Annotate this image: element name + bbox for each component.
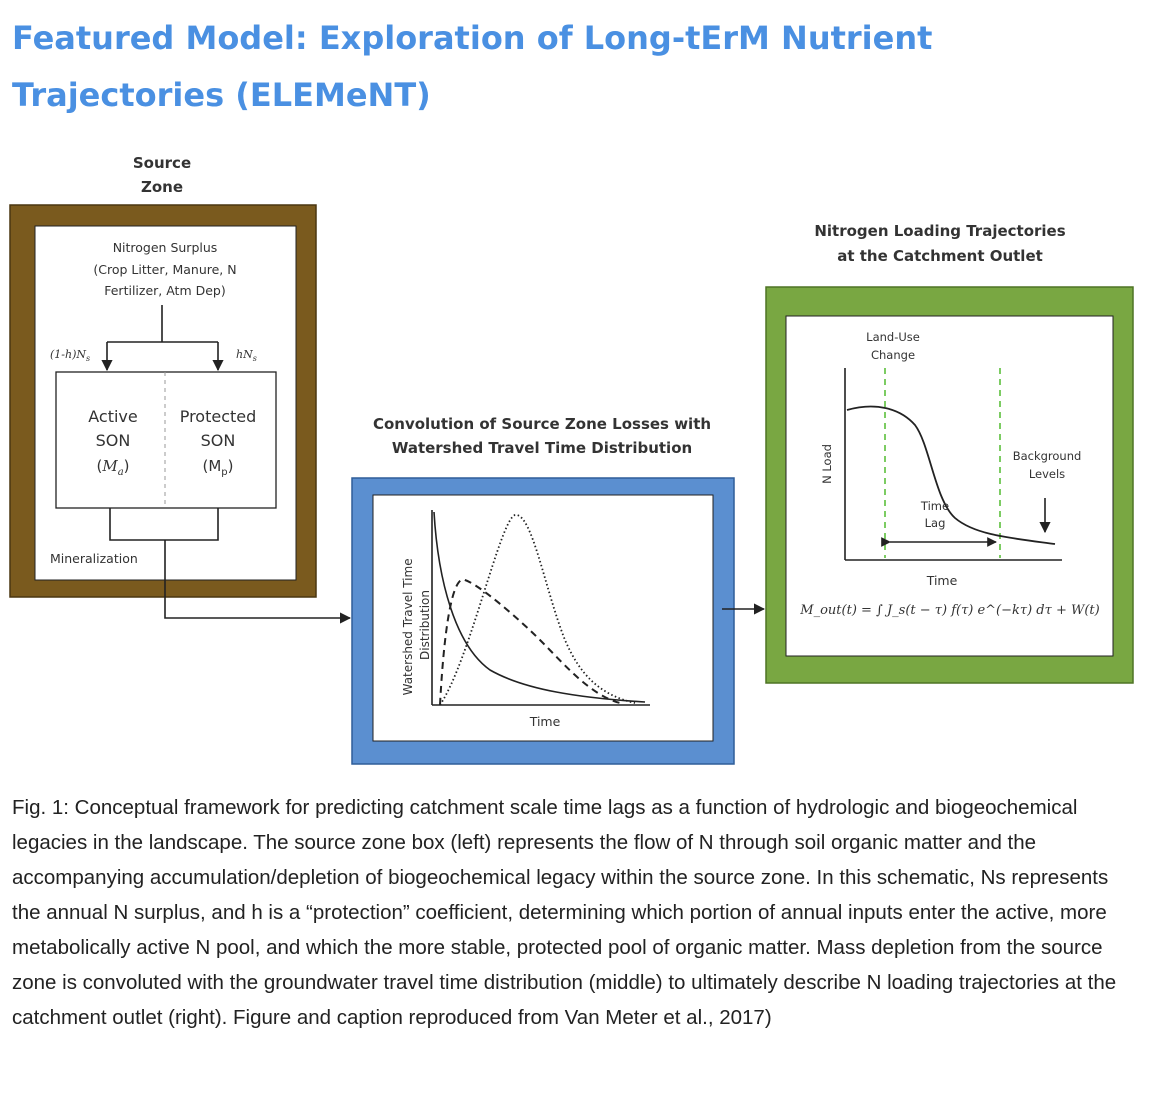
source-zone-title-line-2: Zone <box>141 178 183 196</box>
son-pools-box <box>55 371 277 509</box>
loading-equation: M_out(t) = ∫ J_s(t − τ) f(τ) e^(−kτ) dτ … <box>799 603 1099 618</box>
source-loss-curve <box>433 511 646 703</box>
convolved-output-curve <box>439 578 621 706</box>
page-title-line-1: Featured Model: Exploration of Long-tErM… <box>12 19 933 57</box>
time-lag-label-line-1: Time <box>920 499 949 513</box>
land-use-label-line-2: Change <box>871 348 915 362</box>
figure-caption: Fig. 1: Conceptual framework for predict… <box>12 796 1117 1029</box>
background-levels-label-line-1: Background <box>1013 449 1082 463</box>
protected-flow-label: hNs <box>236 348 257 363</box>
convolution-inner <box>372 494 714 742</box>
protected-son-label-line-1: Protected <box>180 407 257 426</box>
convolution-y-label: Watershed Travel Time Distribution <box>401 555 432 696</box>
time-lag-label-line-2: Lag <box>925 516 946 530</box>
surplus-label-line-3: Fertilizer, Atm Dep) <box>104 283 226 298</box>
mineralization-bracket <box>109 508 219 541</box>
surplus-label-line-1: Nitrogen Surplus <box>113 240 218 255</box>
protected-son-label-line-2: SON <box>201 431 236 450</box>
background-levels-label-line-2: Levels <box>1029 467 1065 481</box>
source-zone-panel: Source Zone Nitrogen Surplus (Crop Litte… <box>9 154 317 598</box>
convolution-title-line-1: Convolution of Source Zone Losses with <box>373 415 711 433</box>
loading-x-label: Time <box>926 573 958 588</box>
mineralization-label: Mineralization <box>50 551 138 566</box>
loading-inner <box>785 315 1114 657</box>
convolution-title-line-2: Watershed Travel Time Distribution <box>392 439 692 457</box>
page-title-line-2: Trajectories (ELEMeNT) <box>12 76 431 114</box>
surplus-label-line-2: (Crop Litter, Manure, N <box>93 262 236 277</box>
source-zone-title-line-1: Source <box>133 154 191 172</box>
convolution-panel: Convolution of Source Zone Losses with W… <box>351 415 735 765</box>
active-son-label-line-2: SON <box>96 431 131 450</box>
loading-title-line-2: at the Catchment Outlet <box>837 247 1043 265</box>
n-load-trajectory-curve <box>846 405 1056 545</box>
page-title: Featured Model: Exploration of Long-tErM… <box>12 10 1132 124</box>
land-use-label-line-1: Land-Use <box>866 330 920 344</box>
active-flow-label: (1-h)Ns <box>50 348 90 363</box>
convolution-x-label: Time <box>529 714 561 729</box>
conceptual-framework-figure: Source Zone Nitrogen Surplus (Crop Litte… <box>9 154 1134 765</box>
active-son-symbol: (Ma) <box>96 457 129 478</box>
loading-title-line-1: Nitrogen Loading Trajectories <box>814 222 1065 240</box>
source-to-convolution-arrow <box>164 540 352 624</box>
loading-y-label: N Load <box>820 444 834 484</box>
protected-son-symbol: (Mp) <box>202 457 233 478</box>
loading-panel: Nitrogen Loading Trajectories at the Cat… <box>765 222 1134 684</box>
active-son-label-line-1: Active <box>88 407 138 426</box>
travel-time-distribution-curve <box>439 514 636 706</box>
